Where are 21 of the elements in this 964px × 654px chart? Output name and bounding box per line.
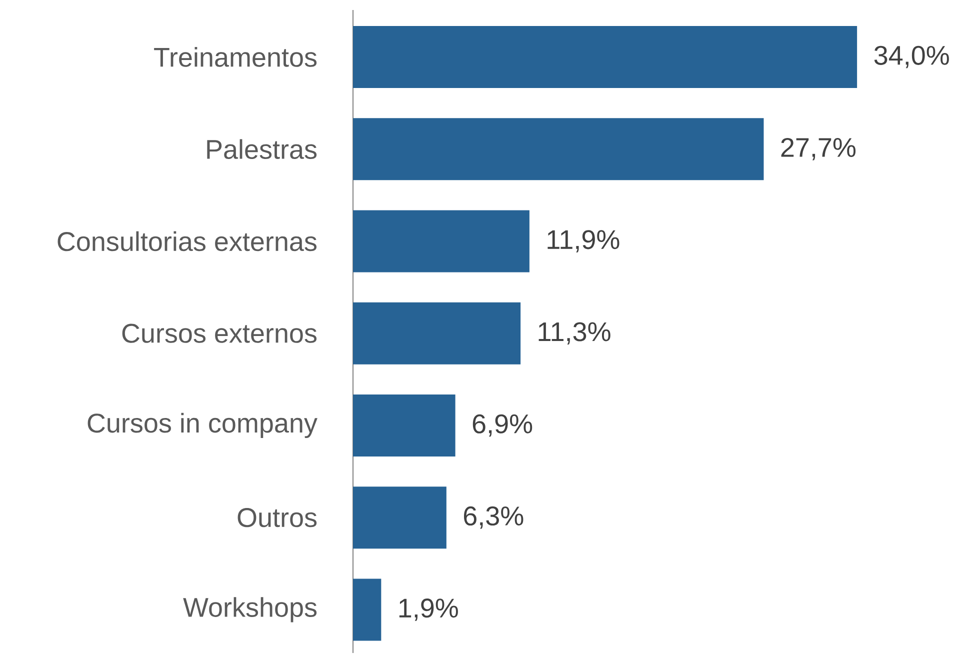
data-label: 6,9% (472, 414, 532, 437)
y-tick-label: Cursos externos (122, 324, 317, 344)
y-tick-label: Outros (238, 508, 317, 528)
data-label: 34,0% (874, 46, 949, 68)
bar (353, 486, 446, 549)
y-tick-label: Treinamentos (154, 47, 317, 68)
bar (353, 394, 456, 457)
bar (353, 302, 521, 365)
bar (353, 210, 530, 272)
y-tick-label: Palestras (207, 139, 317, 160)
bar (353, 118, 764, 180)
bar (353, 578, 382, 641)
data-label: 11,9% (548, 230, 620, 253)
bar (353, 26, 858, 88)
y-tick-label: Workshops (183, 597, 317, 623)
data-label: 27,7% (781, 138, 856, 161)
data-label: 1,9% (399, 598, 458, 622)
data-label: 6,3% (464, 506, 524, 529)
y-tick-label: Consultorias externas (58, 232, 316, 252)
data-label: 11,3% (538, 322, 610, 345)
y-tick-label: Cursos in company (88, 413, 318, 438)
